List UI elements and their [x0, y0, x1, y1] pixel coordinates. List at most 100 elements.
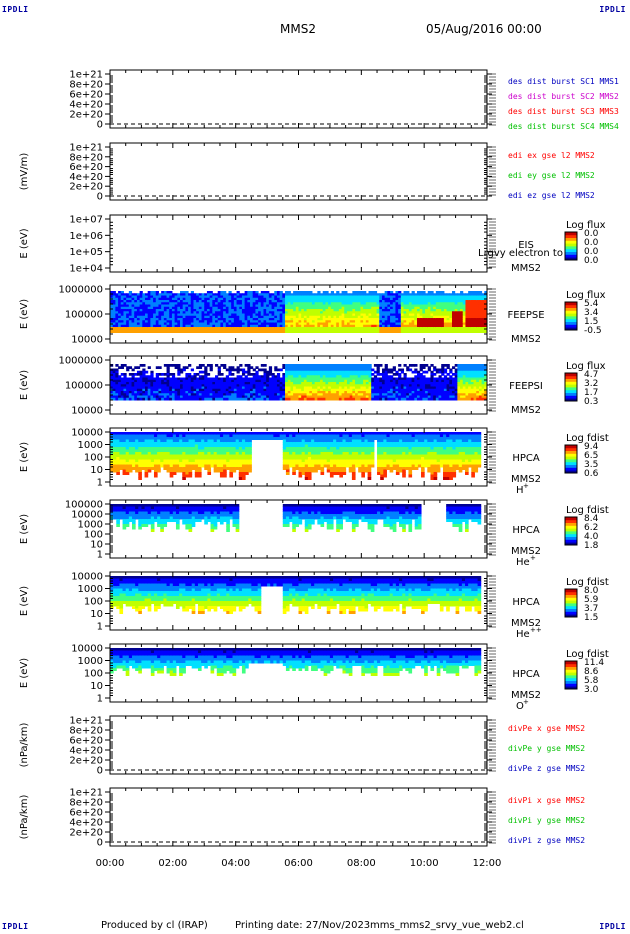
heat-cell	[123, 318, 127, 321]
heat-cell	[376, 386, 380, 390]
heat-cell	[293, 370, 297, 374]
heat-cell	[344, 320, 348, 323]
heat-cell	[244, 386, 248, 390]
heat-cell	[322, 306, 326, 310]
heat-cell	[360, 306, 364, 310]
heat-cell	[182, 306, 186, 310]
heat-cell	[287, 375, 291, 378]
heat-cell	[411, 304, 415, 308]
heat-cell	[462, 324, 466, 328]
heat-cell	[150, 377, 154, 381]
heat-cell	[212, 295, 216, 299]
heat-cell	[252, 386, 256, 390]
colorbar-tick: 1.5	[584, 317, 598, 327]
heat-cell	[266, 293, 270, 296]
heat-cell	[196, 397, 200, 401]
heat-cell	[446, 318, 450, 321]
heat-cell	[282, 364, 286, 367]
heat-cell	[314, 313, 318, 317]
colorbar-swatch	[565, 234, 577, 238]
heat-cell	[223, 384, 227, 387]
heat-cell	[311, 318, 316, 321]
heat-cell	[392, 377, 396, 381]
heat-cell	[263, 388, 267, 392]
heat-cell	[112, 304, 116, 308]
heat-cell	[276, 297, 281, 301]
heat-cell	[293, 373, 297, 376]
heat-cell	[268, 322, 273, 326]
heat-cell	[406, 295, 410, 299]
heat-cell	[427, 318, 431, 321]
heat-cell	[228, 293, 232, 296]
heat-cell	[153, 302, 157, 305]
heat-cell	[338, 370, 343, 374]
heat-cell	[128, 379, 133, 383]
heat-cell	[282, 391, 286, 394]
heat-cell	[346, 377, 351, 381]
heat-cell	[120, 302, 124, 305]
heat-cell	[145, 300, 149, 303]
heat-cell	[430, 322, 434, 326]
heat-cell	[338, 373, 343, 376]
heat-cell	[177, 391, 181, 394]
heat-cell	[201, 382, 205, 385]
heat-cell	[236, 368, 240, 372]
heat-cell	[384, 315, 388, 319]
heat-cell	[408, 384, 413, 387]
heat-cell	[454, 311, 458, 314]
heat-cell	[134, 373, 138, 376]
heat-cell	[282, 393, 286, 396]
heat-cell	[120, 391, 124, 394]
heat-cell	[449, 297, 453, 301]
heat-cell	[153, 386, 157, 390]
heat-cell	[255, 313, 259, 317]
heat-cell	[360, 293, 364, 296]
heat-cell	[110, 459, 114, 463]
heat-cell	[438, 313, 442, 317]
heat-cell	[287, 309, 291, 312]
heat-cell	[314, 364, 318, 367]
heat-cell	[190, 375, 194, 378]
heat-cell	[301, 327, 305, 333]
heat-cell	[295, 379, 299, 383]
heat-cell	[223, 322, 227, 326]
heat-cell	[120, 309, 124, 312]
heat-cell	[113, 459, 117, 463]
heat-cell	[438, 300, 442, 303]
heat-cell	[381, 375, 386, 378]
heat-cell	[206, 327, 211, 333]
heat-cell	[381, 395, 386, 399]
heat-cell	[233, 304, 238, 308]
heat-cell	[422, 313, 426, 317]
heat-cell	[177, 297, 181, 301]
heat-cell	[201, 300, 205, 303]
heat-cell	[271, 313, 275, 317]
heat-cell	[333, 313, 337, 317]
heat-cell	[441, 382, 445, 385]
heat-cell	[163, 393, 168, 396]
heat-cell	[392, 395, 396, 399]
heat-cell	[395, 291, 399, 294]
heat-cell	[204, 327, 208, 333]
heat-cell	[325, 322, 329, 326]
heat-cell	[247, 293, 251, 296]
heat-cell	[387, 295, 391, 299]
heat-cell	[476, 386, 480, 390]
heat-cell	[126, 391, 130, 394]
heat-cell	[363, 306, 367, 310]
heat-cell	[344, 306, 348, 310]
heat-cell	[476, 375, 480, 378]
heat-cell	[387, 324, 391, 328]
heat-cell	[430, 391, 434, 394]
heat-cell	[379, 297, 383, 301]
heat-cell	[352, 364, 356, 367]
heat-cell	[115, 322, 119, 326]
heat-cell	[376, 384, 380, 387]
heat-cell	[115, 384, 119, 387]
heat-cell	[163, 297, 168, 301]
heat-cell	[204, 388, 208, 392]
heat-cell	[468, 327, 472, 333]
heat-cell	[225, 368, 229, 372]
heat-cell	[392, 368, 396, 372]
heat-cell	[470, 293, 475, 296]
